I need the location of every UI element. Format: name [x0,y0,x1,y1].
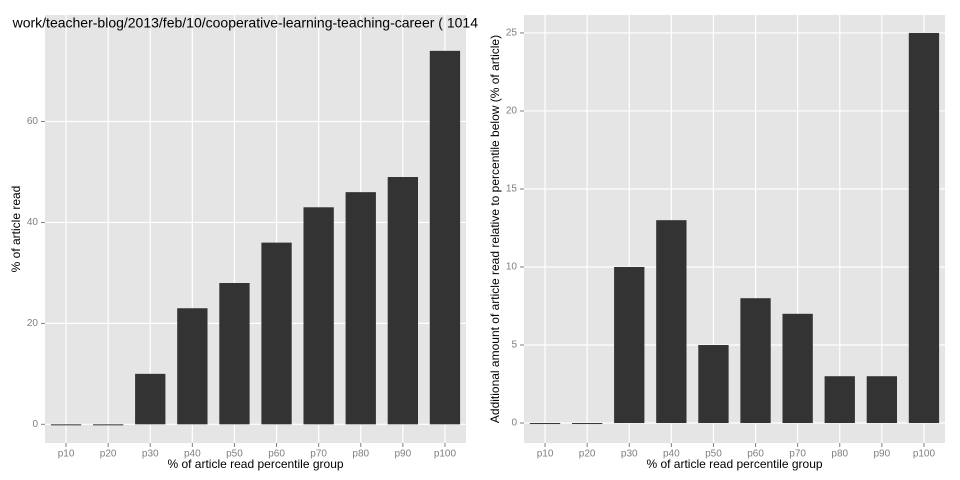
x-tick-label: p40 [184,449,201,460]
x-tick-label: p90 [874,449,891,460]
y-tick-label: 0 [32,419,38,430]
y-tick-label: 40 [27,217,39,228]
bar [571,423,603,425]
bar [429,50,461,425]
y-tick-label: 25 [506,28,518,39]
x-tick-label: p40 [663,449,680,460]
bar [303,207,334,425]
chart-title: work/teacher-blog/2013/feb/10/cooperativ… [12,15,479,31]
x-tick-label: p10 [537,449,554,460]
y-tick-label: 15 [506,184,518,195]
bar [219,283,250,425]
x-tick-label: p30 [621,449,638,460]
y-tick-label: 20 [27,318,39,329]
x-tick-label: p80 [352,449,369,460]
x-tick-label: p100 [434,449,457,460]
x-tick-label: p90 [395,449,412,460]
x-tick-label: p50 [705,449,722,460]
bar [614,266,645,424]
x-axis-label: % of article read percentile group [646,457,822,471]
bar [782,313,813,424]
bar [345,192,376,425]
x-tick-label: p20 [100,449,117,460]
bar [908,32,940,424]
x-tick-label: p10 [58,449,75,460]
bar [50,424,82,426]
y-axis-label: % of article read [9,186,23,273]
x-tick-label: p30 [142,449,159,460]
y-axis-label: Additional amount of article read relati… [488,35,502,423]
bar [261,242,292,425]
bar [92,424,124,426]
y-tick-label: 0 [511,418,517,429]
y-tick-label: 5 [511,340,517,351]
y-tick-label: 60 [27,116,39,127]
bar [824,376,855,424]
bar [135,373,166,425]
y-tick-label: 20 [506,106,518,117]
bar [177,308,208,425]
x-tick-label: p70 [310,449,327,460]
bar [740,298,771,424]
bar [866,376,898,424]
bar [529,423,561,425]
x-tick-label: p50 [226,449,243,460]
bar [698,345,729,424]
x-axis-label: % of article read percentile group [167,457,343,471]
x-tick-label: p60 [747,449,764,460]
x-tick-label: p70 [789,449,806,460]
x-tick-label: p100 [913,449,936,460]
plot-background [524,15,945,443]
x-tick-label: p80 [831,449,848,460]
bar [656,220,687,424]
x-tick-label: p20 [579,449,596,460]
x-tick-label: p60 [268,449,285,460]
bar [387,177,419,425]
y-tick-label: 10 [506,262,518,273]
